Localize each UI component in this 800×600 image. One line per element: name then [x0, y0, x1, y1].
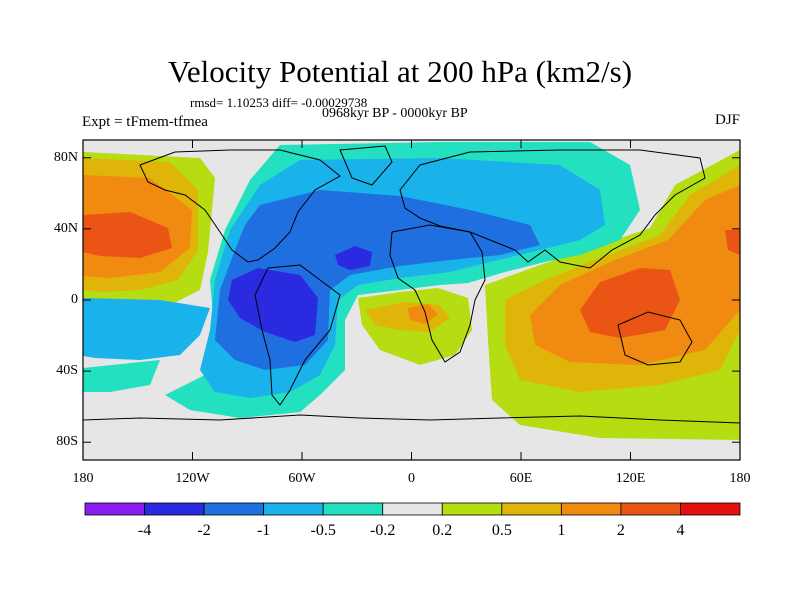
contour-region	[83, 212, 172, 258]
y-tick-label: 80S	[56, 434, 78, 450]
colorbar-box	[263, 502, 324, 516]
coastline-antarctica	[83, 414, 740, 424]
x-tick-label: 180	[72, 471, 94, 486]
colorbar-label: -0.5	[310, 522, 336, 539]
colorbar-box	[441, 502, 503, 516]
coastline-greenland	[339, 145, 393, 186]
period-subtitle: 0968kyr BP - 0000kyr BP	[322, 106, 468, 121]
coastline-australia	[617, 311, 693, 366]
x-tick-label: 0	[408, 471, 415, 486]
coastline-north-america	[139, 149, 341, 263]
colorbar-label: -0.2	[370, 522, 396, 539]
colorbar-label: -2	[197, 522, 211, 539]
coastline-south-america	[254, 264, 341, 406]
y-tick-label: 40S	[56, 363, 78, 379]
y-tick-label: 40N	[53, 220, 78, 236]
colorbar-box	[501, 502, 562, 516]
colorbar-box	[620, 502, 681, 516]
colorbar-label: -1	[256, 522, 271, 539]
map-title: Velocity Potential at 200 hPa (km2/s)	[167, 54, 633, 89]
colorbar-label: -4	[137, 522, 152, 539]
colorbar-label: 1	[557, 522, 566, 539]
x-tick-label: 120E	[615, 471, 646, 486]
contour-region	[580, 268, 680, 338]
colorbar	[84, 502, 741, 516]
x-tick-label: 60E	[509, 471, 533, 486]
colorbar-box	[680, 502, 741, 516]
colorbar-label: 2	[616, 522, 625, 539]
y-tick-label: 80N	[53, 149, 78, 165]
colorbar-box	[84, 502, 145, 516]
colorbar-box	[560, 502, 622, 516]
colorbar-box	[203, 502, 265, 516]
coastline-africa	[389, 224, 486, 363]
colorbar-box	[144, 502, 205, 516]
coastlines	[83, 145, 740, 424]
x-tick-label: 60W	[288, 471, 316, 486]
contour-region	[335, 246, 372, 270]
contour-region	[83, 298, 210, 360]
colorbar-label: 0.5	[491, 522, 512, 539]
y-ticks	[83, 157, 740, 443]
y-tick-label: 0	[71, 292, 78, 307]
x-tick-label: 180	[729, 471, 751, 486]
colorbar-label: 0.2	[432, 522, 453, 539]
colorbar-box	[322, 502, 384, 516]
contour-fill	[83, 142, 740, 440]
stats-label: rmsd= 1.10253 diff= -0.00029738	[190, 95, 368, 110]
contour-region	[408, 304, 438, 324]
x-tick-label: 120W	[175, 471, 210, 486]
contour-region	[83, 360, 160, 392]
season-label: DJF	[714, 112, 740, 128]
x-ticks	[82, 140, 741, 460]
contour-region	[228, 268, 318, 342]
contour-region	[725, 230, 740, 255]
experiment-label: Expt = tFmem-tfmea	[82, 114, 208, 130]
colorbar-box	[382, 502, 443, 516]
colorbar-label: 4	[676, 522, 685, 539]
